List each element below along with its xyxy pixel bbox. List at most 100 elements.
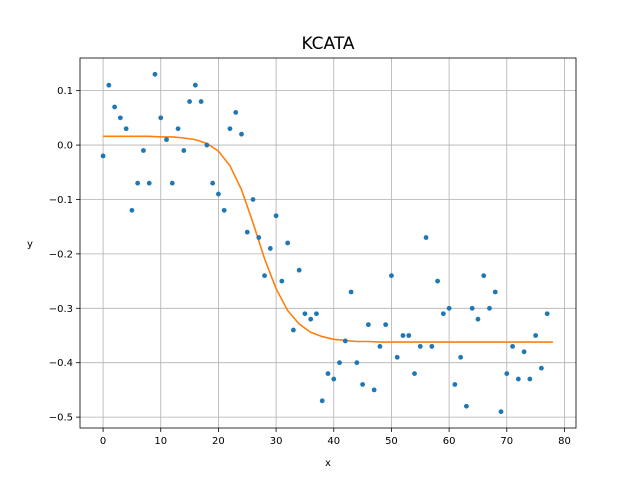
data-point [504, 371, 510, 376]
data-point [342, 338, 348, 344]
data-point [325, 371, 331, 376]
data-point [117, 115, 123, 121]
data-point [135, 180, 141, 186]
y-tick-label: −0.3 [49, 304, 73, 315]
data-point [279, 278, 285, 284]
data-point [146, 180, 152, 186]
data-point [192, 82, 198, 88]
data-point [533, 333, 539, 338]
data-point [221, 207, 227, 213]
data-point [458, 354, 464, 360]
x-tick-label: 60 [443, 436, 456, 447]
x-tick-label: 30 [270, 436, 283, 447]
data-point [475, 316, 481, 322]
fit-layer [103, 135, 553, 343]
data-point [244, 229, 250, 235]
data-point [100, 153, 106, 159]
data-point [181, 148, 187, 153]
data-point [429, 343, 435, 349]
data-point [210, 180, 216, 186]
data-point [348, 289, 354, 295]
y-tick-label: 0.0 [57, 141, 73, 152]
data-point [492, 289, 498, 295]
chart-title: KCATA [301, 34, 354, 54]
data-point [521, 349, 527, 355]
y-tick-label: −0.5 [49, 413, 73, 424]
data-point [417, 343, 423, 349]
data-point [169, 180, 175, 186]
data-point [360, 382, 366, 387]
data-point [538, 365, 544, 371]
data-point [175, 126, 181, 132]
data-point [469, 305, 475, 311]
x-tick-label: 40 [327, 436, 340, 447]
x-tick-label: 70 [500, 436, 513, 447]
data-point [233, 110, 239, 115]
data-point [394, 354, 400, 360]
y-axis-label: y [27, 239, 33, 250]
data-point [273, 213, 279, 219]
data-point [544, 311, 550, 317]
data-point [440, 311, 446, 317]
data-point [354, 360, 360, 366]
data-point [164, 137, 169, 143]
data-point [331, 376, 337, 382]
data-point [198, 99, 204, 104]
data-point [290, 327, 296, 333]
data-point [227, 126, 233, 132]
data-point [256, 235, 262, 240]
data-point [371, 387, 377, 393]
data-point [319, 398, 325, 404]
data-point [308, 316, 314, 322]
data-point [112, 104, 118, 110]
data-point [106, 82, 112, 88]
data-point [406, 333, 412, 338]
data-point [302, 311, 308, 317]
x-tick-label: 80 [558, 436, 571, 447]
data-point [365, 322, 371, 328]
grid [80, 58, 576, 428]
x-tick-label: 20 [212, 436, 225, 447]
data-point [487, 305, 492, 311]
data-point [389, 273, 394, 279]
data-point [262, 273, 267, 279]
x-axis-label: x [325, 458, 331, 469]
data-point [423, 235, 429, 240]
data-point [158, 115, 164, 121]
x-tick-label: 50 [385, 436, 398, 447]
data-point [400, 333, 406, 338]
data-point [216, 191, 221, 197]
y-tick-label: 0.1 [57, 86, 73, 97]
data-point [452, 382, 458, 387]
data-point [123, 126, 129, 132]
data-point [337, 360, 342, 366]
x-tick-label: 10 [154, 436, 167, 447]
data-point [187, 99, 192, 104]
data-point [481, 273, 487, 279]
data-point [527, 376, 533, 382]
data-point [383, 322, 389, 328]
data-point [446, 305, 452, 311]
data-point [296, 267, 302, 273]
y-tick-label: −0.1 [49, 195, 73, 206]
data-point [141, 148, 146, 153]
data-point [510, 343, 515, 349]
points-layer [100, 71, 550, 415]
data-point [239, 131, 244, 137]
data-point [515, 376, 521, 382]
data-point [152, 71, 158, 77]
fit-curve [103, 135, 553, 343]
plot-frame [79, 57, 577, 429]
ticks: 0 10 20 30 40 50 60 70 80 0.1 0.0 −0.1 −0.2 −0.3 −0.4 −… [49, 86, 571, 447]
y-tick-label: −0.2 [49, 249, 73, 260]
data-point [250, 197, 256, 202]
data-point [204, 142, 210, 148]
data-point [267, 246, 273, 251]
data-point [377, 343, 383, 349]
y-tick-label: −0.4 [49, 358, 73, 369]
x-tick-label: 0 [100, 436, 106, 447]
data-point [412, 371, 417, 376]
data-point [498, 409, 504, 415]
